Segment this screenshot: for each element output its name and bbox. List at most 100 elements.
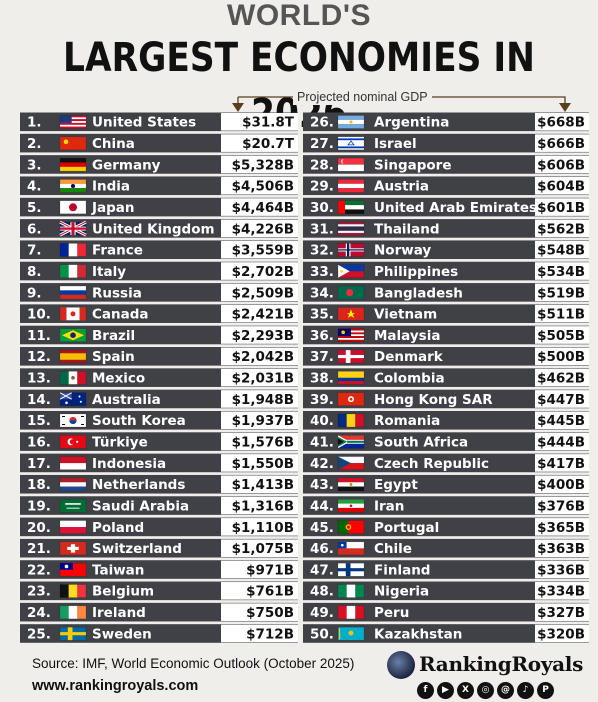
- gdp-value-box: [535, 240, 589, 259]
- instagram-icon[interactable]: ◎: [477, 682, 494, 699]
- gdp-value-box: [221, 432, 298, 451]
- gdp-value-label: $534B: [537, 264, 585, 280]
- row-bar: [303, 261, 589, 281]
- gdp-value-box: [221, 582, 298, 600]
- ro-flag-icon: [337, 413, 365, 428]
- country-name: Netherlands: [92, 477, 185, 493]
- rank-label: 5.: [27, 200, 42, 216]
- ng-flag-icon: [337, 584, 365, 598]
- facebook-icon[interactable]: f: [417, 682, 434, 699]
- country-name: Sweden: [92, 626, 152, 642]
- gdp-value-box: [535, 155, 589, 174]
- gdp-value-label: $505B: [537, 328, 585, 344]
- id-flag-icon: [59, 456, 87, 470]
- de-flag-icon: [59, 157, 87, 172]
- rank-label: 14.: [27, 392, 51, 408]
- it-flag-icon: [59, 264, 87, 278]
- bd-flag-icon: [337, 285, 365, 300]
- row-bar: [303, 155, 589, 174]
- gdp-value-box: [221, 539, 298, 557]
- gdp-value-box: [535, 624, 589, 643]
- gdp-value-box: [535, 411, 589, 430]
- rank-label: 36.: [310, 328, 334, 344]
- th-flag-icon: [337, 221, 365, 236]
- x-icon[interactable]: X: [457, 682, 474, 699]
- youtube-icon[interactable]: ▶: [437, 682, 454, 699]
- row-bar: [303, 560, 589, 579]
- pt-flag-icon: [337, 520, 365, 534]
- rank-label: 37.: [310, 349, 334, 365]
- gdp-value-label: $1,110B: [232, 520, 294, 536]
- country-name: Türkiye: [92, 435, 148, 451]
- gdp-value-box: [535, 475, 589, 494]
- social-icons: f ▶ X ◎ @ ♪ P: [417, 682, 554, 699]
- gb-flag-icon: [59, 220, 87, 237]
- gdp-value-label: $511B: [537, 307, 585, 323]
- table-row: 4. India $4,506B: [20, 176, 298, 196]
- table-row: 48. Nigeria $334B: [303, 581, 589, 601]
- rank-label: 26.: [310, 115, 334, 131]
- gdp-value-label: $604B: [537, 179, 585, 195]
- country-name: China: [92, 136, 135, 152]
- gdp-value-label: $1,316B: [232, 498, 294, 514]
- row-bar: [303, 602, 589, 622]
- gdp-value-label: $1,576B: [232, 435, 294, 451]
- pinterest-icon[interactable]: P: [537, 682, 554, 699]
- row-bar: [303, 624, 589, 643]
- gdp-value-box: [535, 603, 589, 621]
- gdp-value-label: $2,702B: [232, 264, 294, 280]
- table-row: 31. Thailand $562B: [303, 219, 589, 238]
- tiktok-icon[interactable]: ♪: [517, 682, 534, 699]
- table-row: 22. Taiwan $971B: [20, 560, 298, 579]
- row-bar: [303, 325, 589, 345]
- country-name: United States: [92, 115, 196, 131]
- gdp-value-box: [221, 624, 298, 643]
- gdp-value-label: $365B: [537, 520, 585, 536]
- no-flag-icon: [337, 243, 365, 257]
- row-bar: [303, 219, 589, 238]
- country-name: Iran: [374, 498, 404, 514]
- rank-label: 10.: [27, 307, 51, 323]
- gdp-value-label: $500B: [537, 349, 585, 365]
- row-bar: [303, 410, 589, 430]
- rank-label: 24.: [27, 605, 51, 621]
- gdp-value-box: [221, 326, 298, 344]
- rank-label: 8.: [27, 264, 42, 280]
- gdp-value-box: [535, 432, 589, 451]
- rank-label: 45.: [310, 520, 334, 536]
- country-name: France: [92, 243, 143, 259]
- nl-flag-icon: [59, 477, 87, 492]
- brand-name: RankingRoyals: [419, 652, 584, 676]
- gdp-value-box: [535, 283, 589, 302]
- dk-flag-icon: [337, 349, 365, 364]
- country-name: Singapore: [374, 157, 452, 173]
- country-name: Norway: [374, 243, 431, 259]
- website-link[interactable]: www.rankingroyals.com: [32, 678, 199, 694]
- gdp-value-box: [221, 560, 298, 579]
- rank-label: 34.: [310, 285, 334, 301]
- country-name: Ireland: [92, 605, 146, 621]
- us-flag-icon: [59, 115, 87, 129]
- gdp-value-box: [535, 454, 589, 472]
- threads-icon[interactable]: @: [497, 682, 514, 699]
- table-row: 20. Poland $1,110B: [20, 517, 298, 537]
- table-row: 23. Belgium $761B: [20, 581, 298, 601]
- arrow-down-icon: [559, 103, 571, 112]
- gdp-value-label: $334B: [537, 584, 585, 600]
- il-flag-icon: [337, 136, 365, 151]
- gdp-value-label: $1,075B: [232, 541, 294, 557]
- country-name: Switzerland: [92, 541, 182, 557]
- country-name: Portugal: [374, 520, 439, 536]
- rank-label: 47.: [310, 562, 334, 578]
- table-row: 34. Bangladesh $519B: [303, 283, 589, 302]
- rank-label: 31.: [310, 221, 334, 237]
- gdp-value-box: [221, 176, 298, 195]
- rank-label: 43.: [310, 477, 334, 493]
- rank-label: 1.: [27, 115, 42, 131]
- table-row: 44. Iran $376B: [303, 496, 589, 515]
- rank-label: 7.: [27, 243, 42, 259]
- rank-label: 13.: [27, 371, 51, 387]
- country-name: Austria: [374, 179, 429, 195]
- table-row: 42. Czech Republic $417B: [303, 453, 589, 473]
- rank-label: 38.: [310, 371, 334, 387]
